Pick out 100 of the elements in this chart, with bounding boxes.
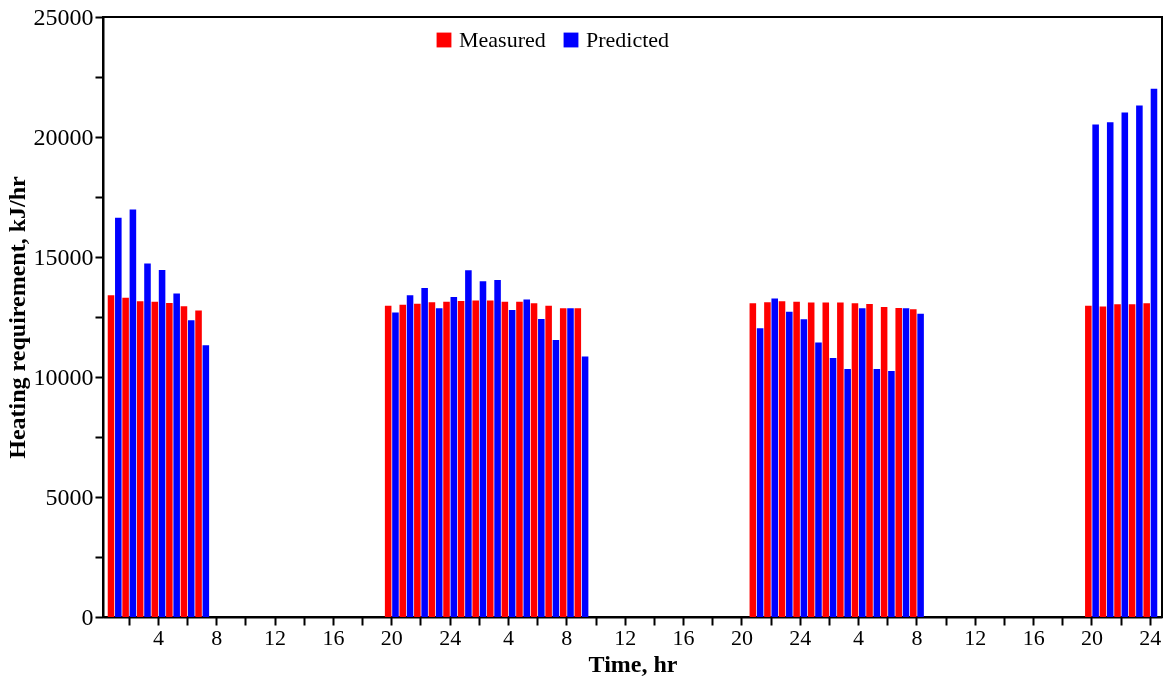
bar	[450, 297, 458, 617]
bar	[1085, 305, 1092, 617]
x-tick-label: 16	[322, 624, 345, 650]
bar	[873, 369, 881, 617]
bar	[574, 308, 582, 617]
bar	[465, 270, 472, 617]
bar	[910, 309, 917, 617]
bar	[559, 308, 567, 617]
x-tick-label: 12	[614, 624, 637, 650]
bar	[807, 302, 815, 617]
x-tick-label: 16	[1022, 624, 1045, 650]
bar	[1150, 88, 1158, 617]
bar	[917, 313, 924, 617]
bar	[523, 299, 531, 617]
x-tick-label: 24	[439, 624, 462, 650]
bar	[581, 356, 589, 617]
y-tick-label: 10000	[33, 363, 94, 390]
bar	[530, 303, 538, 617]
x-tick-label: 20	[730, 624, 753, 650]
x-axis-title: Time, hr	[588, 650, 678, 677]
bar	[1128, 304, 1136, 617]
bar	[567, 308, 574, 617]
bar	[778, 301, 786, 617]
bar	[406, 295, 414, 617]
bar	[494, 280, 501, 617]
x-tick-label: 20	[1080, 624, 1103, 650]
bar	[1121, 112, 1129, 617]
bar	[166, 303, 173, 617]
bar	[1143, 303, 1150, 617]
bar	[202, 345, 210, 617]
bar	[487, 300, 494, 617]
bar	[545, 305, 552, 617]
y-tick-label: 15000	[33, 243, 94, 270]
bar	[552, 340, 560, 617]
x-tick-label: 16	[672, 624, 695, 650]
bar	[107, 295, 115, 617]
bar	[829, 358, 837, 617]
bar	[158, 269, 166, 617]
bar	[786, 311, 793, 617]
bar	[756, 328, 764, 617]
bar	[414, 303, 421, 617]
y-tick-label: 20000	[33, 123, 94, 150]
bar	[187, 320, 195, 617]
bar	[538, 318, 545, 617]
x-tick-label: 4	[853, 624, 865, 650]
bar	[822, 302, 830, 617]
bar	[764, 302, 771, 617]
bar	[866, 304, 873, 617]
bar	[115, 217, 122, 617]
bar	[851, 303, 859, 617]
bar	[180, 306, 188, 617]
bar	[902, 308, 910, 617]
bar	[508, 310, 516, 617]
bar	[1092, 124, 1099, 617]
bar	[501, 301, 509, 617]
x-tick-label: 20	[380, 624, 403, 650]
bar	[472, 300, 479, 617]
bar	[195, 310, 202, 617]
legend-label: Predicted	[586, 27, 670, 52]
bar	[399, 304, 407, 617]
bar	[1106, 122, 1114, 617]
bar	[392, 312, 399, 617]
bar	[1136, 105, 1143, 617]
bar	[428, 302, 436, 617]
bar	[800, 319, 808, 617]
bar	[457, 300, 465, 617]
bar	[793, 301, 800, 617]
bar	[895, 307, 902, 617]
legend-label: Measured	[459, 27, 546, 52]
bar	[880, 306, 888, 617]
bar	[435, 308, 443, 617]
x-tick-label: 4	[152, 624, 164, 650]
bar	[844, 369, 851, 617]
bar	[384, 305, 392, 617]
bar	[151, 301, 159, 617]
bar	[122, 297, 129, 617]
x-tick-label: 4	[503, 624, 515, 650]
y-tick-label: 5000	[45, 483, 94, 510]
bar	[443, 301, 450, 617]
y-tick-label: 0	[81, 603, 94, 630]
x-tick-label: 8	[911, 624, 923, 650]
bar	[479, 281, 487, 617]
bar	[837, 302, 844, 617]
bar	[516, 301, 523, 617]
bar	[858, 308, 866, 617]
y-axis-title: Heating requirement, kJ/hr	[3, 175, 30, 459]
bar	[888, 371, 895, 617]
bar	[136, 301, 144, 617]
bar	[815, 342, 822, 617]
bar	[1099, 306, 1107, 617]
bar	[749, 303, 757, 617]
x-tick-label: 12	[264, 624, 287, 650]
bar	[129, 209, 137, 617]
x-tick-label: 12	[964, 624, 987, 650]
bar	[1114, 304, 1121, 617]
x-tick-label: 24	[789, 624, 812, 650]
bar	[771, 298, 778, 617]
bar	[421, 287, 428, 617]
bar	[173, 293, 180, 617]
x-tick-label: 8	[561, 624, 573, 650]
